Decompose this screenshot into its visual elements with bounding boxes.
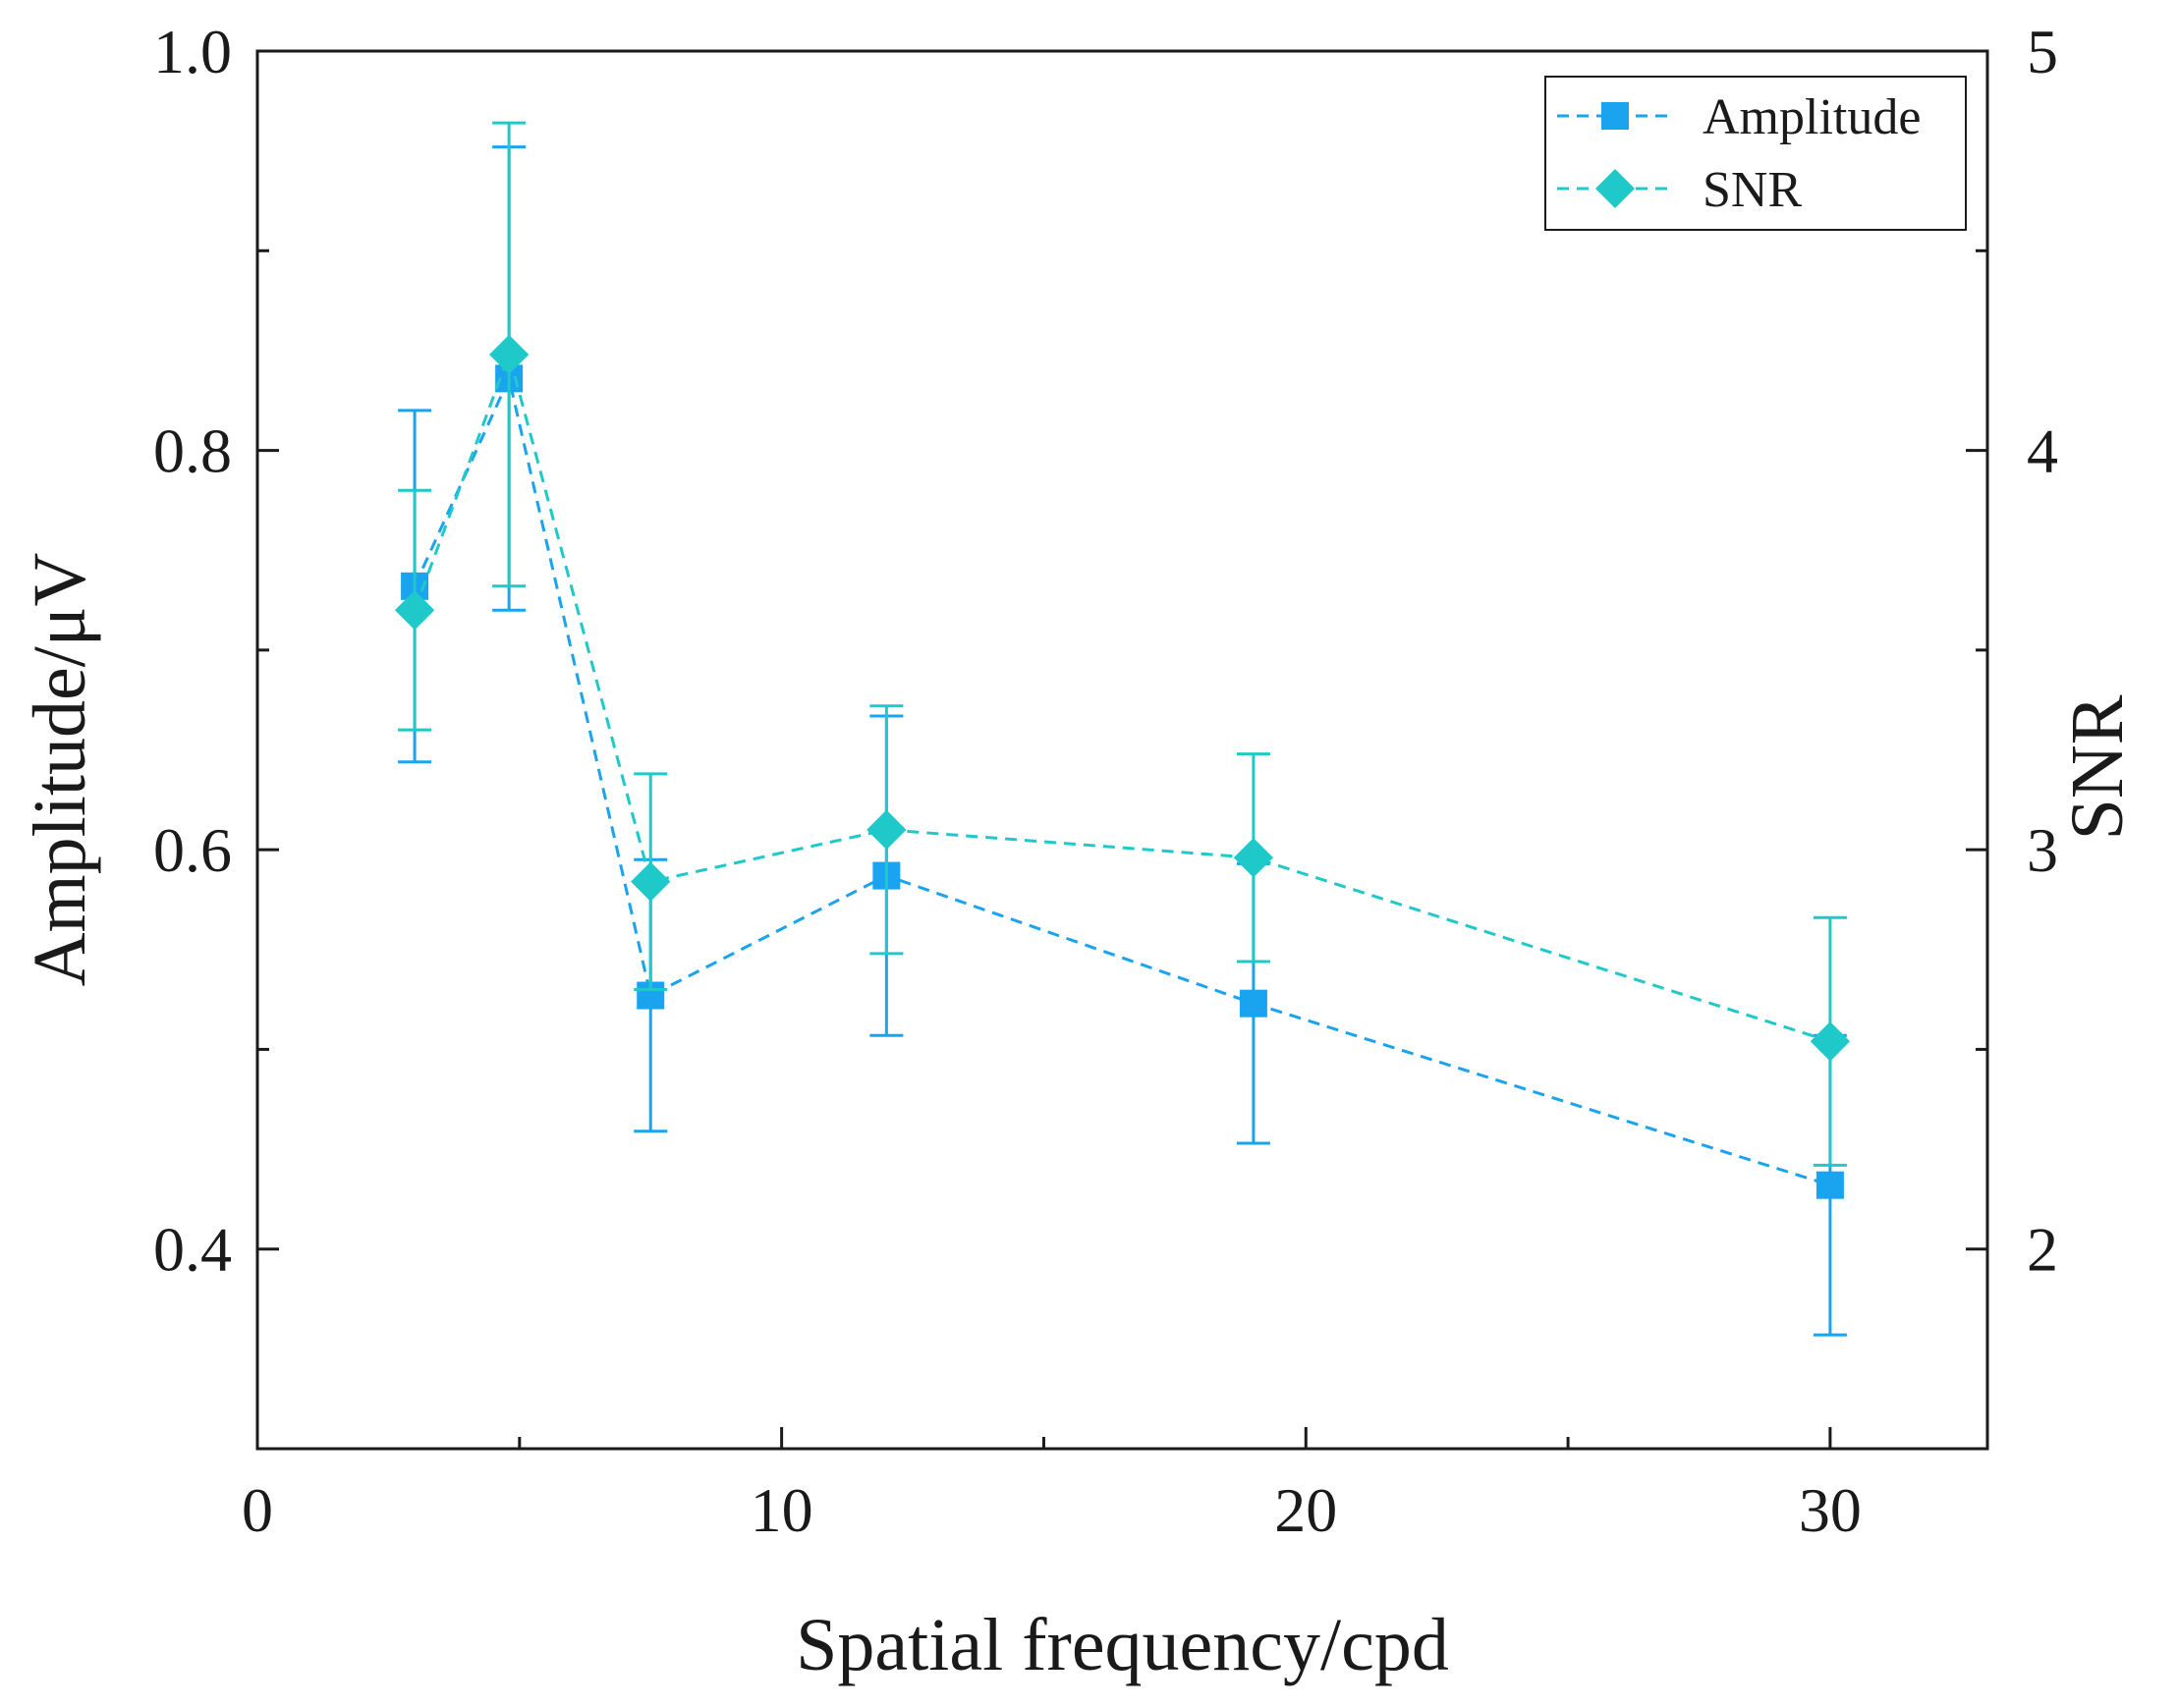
y-axis-title: Amplitude/μV [19,552,101,986]
data-point-square [1815,1171,1844,1199]
legend-label-snr: SNR [1703,162,1802,218]
series-amplitude [398,145,1847,1337]
legend-label-amplitude: Amplitude [1703,89,1921,145]
series-snr [394,121,1851,1167]
legend: Amplitude SNR [1544,76,1967,231]
y2-axis-title: SNR [2056,694,2139,840]
y-tick-label: 0.4 [153,1215,232,1285]
legend-marker-amplitude [1601,102,1629,130]
y-tick-label: 0.6 [153,815,232,885]
y-tick-label: 1.0 [153,17,232,86]
data-point-diamond [631,861,671,902]
ticks-layer: 0 10 20 30 0.4 0.6 0.8 1.0 2 3 4 5 [153,17,2058,1545]
data-point-diamond [866,809,907,850]
y2-tick-label: 3 [2027,815,2058,885]
series-line-snr [413,350,1831,1043]
series-line-amplitude [413,373,1831,1187]
data-point-diamond [1233,838,1274,878]
x-tick-label: 0 [242,1475,273,1545]
x-tick-label: 30 [1799,1475,1862,1545]
data-point-diamond [488,334,530,375]
data-point-diamond [1810,1021,1851,1062]
x-tick-label: 10 [751,1475,813,1545]
x-axis-title: Spatial frequency/cpd [796,1604,1449,1686]
y2-tick-label: 4 [2027,416,2058,486]
x-tick-label: 20 [1274,1475,1337,1545]
data-point-diamond [394,590,435,631]
data-point-square [1239,989,1267,1018]
y-tick-label: 0.8 [153,416,232,486]
y2-tick-label: 2 [2027,1215,2058,1285]
series-layer [394,121,1851,1337]
y2-tick-label: 5 [2027,17,2058,86]
legend-marker-snr [1595,169,1635,208]
plot-frame [255,49,1989,1451]
